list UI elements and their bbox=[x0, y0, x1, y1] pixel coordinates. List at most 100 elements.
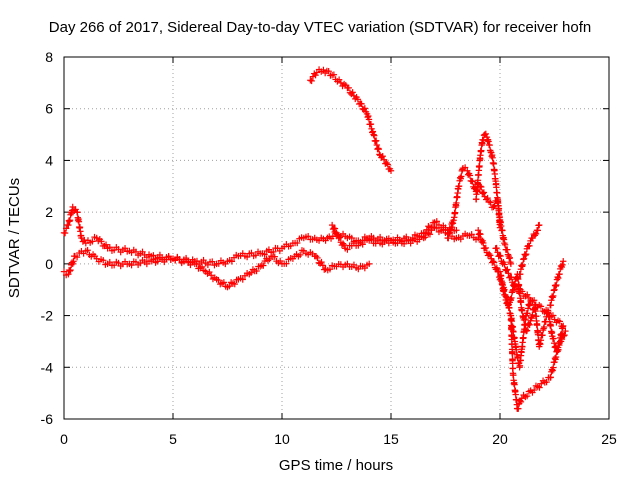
data-point bbox=[562, 327, 569, 335]
data-point bbox=[70, 258, 77, 265]
data-point bbox=[380, 156, 388, 163]
data-point bbox=[550, 287, 558, 294]
data-point bbox=[547, 322, 555, 330]
data-point bbox=[365, 112, 372, 120]
data-point bbox=[485, 198, 493, 205]
data-point bbox=[425, 223, 432, 230]
data-point bbox=[502, 266, 509, 273]
data-point bbox=[445, 234, 452, 242]
y-tick-label: 2 bbox=[45, 204, 53, 220]
data-point bbox=[70, 207, 78, 214]
data-point bbox=[433, 224, 440, 232]
data-point bbox=[511, 381, 518, 388]
data-point bbox=[79, 238, 87, 245]
data-point bbox=[524, 310, 531, 317]
data-point bbox=[489, 258, 497, 265]
data-point bbox=[326, 266, 334, 273]
data-points bbox=[60, 66, 569, 412]
data-point bbox=[494, 249, 501, 256]
data-point bbox=[260, 262, 267, 269]
data-point bbox=[247, 269, 255, 276]
data-point bbox=[389, 236, 397, 243]
data-point bbox=[549, 367, 556, 374]
data-point bbox=[522, 250, 530, 258]
data-point bbox=[348, 234, 355, 242]
data-point bbox=[509, 279, 516, 286]
data-point bbox=[128, 261, 135, 269]
data-point bbox=[65, 271, 72, 278]
data-point bbox=[526, 321, 533, 329]
data-point bbox=[556, 270, 563, 278]
data-point bbox=[534, 227, 541, 234]
data-point bbox=[371, 132, 378, 139]
y-tick-label: 0 bbox=[45, 256, 53, 272]
data-point bbox=[62, 225, 70, 232]
data-point bbox=[507, 260, 515, 268]
data-point bbox=[110, 261, 118, 269]
x-tick-label: 5 bbox=[169, 431, 177, 447]
data-point bbox=[560, 258, 567, 265]
data-point bbox=[520, 256, 527, 263]
data-point bbox=[528, 314, 535, 322]
data-point bbox=[526, 302, 533, 309]
data-point bbox=[495, 253, 502, 260]
y-tick-label: -6 bbox=[41, 411, 54, 427]
data-point bbox=[75, 218, 83, 225]
data-point bbox=[331, 225, 339, 232]
data-point bbox=[458, 173, 465, 180]
data-point bbox=[522, 251, 529, 259]
data-point bbox=[498, 257, 505, 265]
data-point bbox=[60, 268, 68, 275]
data-point bbox=[520, 292, 528, 300]
y-tick-label: 4 bbox=[45, 152, 53, 168]
data-point bbox=[106, 244, 113, 251]
data-point bbox=[61, 229, 69, 237]
data-point bbox=[508, 326, 515, 333]
data-point bbox=[486, 252, 494, 259]
data-point bbox=[539, 307, 546, 315]
data-point bbox=[372, 137, 380, 144]
data-point bbox=[503, 300, 510, 307]
data-point bbox=[206, 268, 213, 276]
data-point bbox=[518, 395, 525, 402]
data-point bbox=[132, 248, 140, 256]
data-point bbox=[490, 160, 497, 168]
y-tick-label: -2 bbox=[41, 308, 54, 324]
data-point bbox=[449, 220, 457, 227]
data-point bbox=[450, 217, 457, 224]
x-tick-label: 25 bbox=[601, 431, 617, 447]
data-point bbox=[520, 255, 528, 262]
data-point bbox=[550, 364, 557, 371]
data-point bbox=[478, 238, 486, 246]
data-point bbox=[336, 234, 343, 241]
data-point bbox=[426, 231, 434, 238]
data-point bbox=[547, 374, 554, 381]
data-point bbox=[74, 209, 81, 216]
y-tick-label: -4 bbox=[41, 359, 54, 375]
data-point bbox=[499, 281, 506, 289]
data-point bbox=[466, 172, 474, 179]
y-tick-label: 6 bbox=[45, 101, 53, 117]
data-point bbox=[536, 221, 543, 229]
data-point bbox=[374, 145, 382, 152]
data-point bbox=[253, 267, 260, 275]
y-axis-label: SDTVAR / TECUs bbox=[6, 178, 23, 298]
data-point bbox=[243, 253, 251, 261]
data-point bbox=[325, 68, 332, 75]
data-point bbox=[68, 259, 76, 266]
data-point bbox=[271, 253, 278, 260]
data-point bbox=[66, 217, 74, 224]
data-point bbox=[307, 77, 314, 84]
data-point bbox=[400, 240, 408, 248]
data-point bbox=[361, 105, 369, 112]
data-point bbox=[552, 353, 560, 361]
data-point bbox=[373, 141, 381, 149]
data-point bbox=[368, 236, 375, 243]
data-point bbox=[453, 199, 460, 207]
data-point bbox=[476, 162, 483, 170]
data-point bbox=[366, 260, 373, 268]
data-point bbox=[557, 262, 565, 270]
data-point bbox=[239, 276, 246, 283]
data-point bbox=[345, 84, 352, 92]
